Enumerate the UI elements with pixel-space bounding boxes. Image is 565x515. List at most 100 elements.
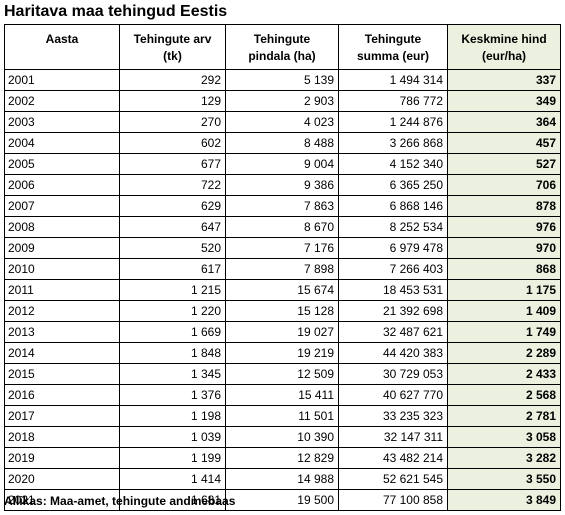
avg-price-cell: 2 568: [447, 384, 561, 406]
year-cell: 2009: [4, 237, 120, 259]
area-cell: 10 390: [225, 426, 339, 448]
year-cell: 2015: [4, 363, 120, 385]
count-cell: 520: [119, 237, 226, 259]
avg-price-cell: 3 282: [447, 447, 561, 469]
count-cell: 1 198: [119, 405, 226, 427]
table-row: 2006 722 9 386 6 365 250 706: [4, 174, 561, 196]
sum-cell: 6 979 478: [338, 237, 448, 259]
area-cell: 2 903: [225, 90, 339, 112]
avg-price-cell: 527: [447, 153, 561, 175]
col-header-area-line2: pindala (ha): [248, 49, 316, 63]
area-cell: 14 988: [225, 468, 339, 490]
year-cell: 2007: [4, 195, 120, 217]
avg-price-cell: 1 175: [447, 279, 561, 301]
count-cell: 722: [119, 174, 226, 196]
year-cell: 2008: [4, 216, 120, 238]
count-cell: 1 414: [119, 468, 226, 490]
table-row: 2013 1 669 19 027 32 487 621 1 749: [4, 321, 561, 343]
count-cell: 1 199: [119, 447, 226, 469]
area-cell: 8 488: [225, 132, 339, 154]
year-cell: 2017: [4, 405, 120, 427]
year-cell: 2005: [4, 153, 120, 175]
col-header-sum: Tehingute summa (eur): [338, 24, 448, 70]
year-cell: 2014: [4, 342, 120, 364]
table-row: 2014 1 848 19 219 44 420 383 2 289: [4, 342, 561, 364]
area-cell: 8 670: [225, 216, 339, 238]
table-row: 2021 1 681 19 500 77 100 858 3 849: [4, 489, 561, 511]
sum-cell: 1 244 876: [338, 111, 448, 133]
table-row: 2005 677 9 004 4 152 340 527: [4, 153, 561, 175]
count-cell: 647: [119, 216, 226, 238]
sum-cell: 7 266 403: [338, 258, 448, 280]
col-header-area-line1: Tehingute: [253, 32, 311, 46]
sum-cell: 52 621 545: [338, 468, 448, 490]
avg-price-cell: 2 289: [447, 342, 561, 364]
count-cell: 617: [119, 258, 226, 280]
avg-price-cell: 1 409: [447, 300, 561, 322]
area-cell: 19 027: [225, 321, 339, 343]
source-note: Allikas: Maa-amet, tehingute andmebaas: [4, 494, 236, 508]
avg-price-cell: 2 781: [447, 405, 561, 427]
area-cell: 19 500: [225, 489, 339, 511]
area-cell: 15 128: [225, 300, 339, 322]
table-body: 2001 292 5 139 1 494 314 337 2002 129 2 903 786 …: [4, 69, 561, 511]
table-row: 2003 270 4 023 1 244 876 364: [4, 111, 561, 133]
count-cell: 1 669: [119, 321, 226, 343]
table-row: 2019 1 199 12 829 43 482 214 3 282: [4, 447, 561, 469]
year-cell: 2013: [4, 321, 120, 343]
area-cell: 12 509: [225, 363, 339, 385]
page-title: Haritava maa tehingud Eestis: [4, 3, 228, 20]
year-cell: 2006: [4, 174, 120, 196]
avg-price-cell: 868: [447, 258, 561, 280]
sum-cell: 3 266 868: [338, 132, 448, 154]
table-row: 2001 292 5 139 1 494 314 337: [4, 69, 561, 91]
area-cell: 12 829: [225, 447, 339, 469]
sum-cell: 32 487 621: [338, 321, 448, 343]
sum-cell: 30 729 053: [338, 363, 448, 385]
area-cell: 4 023: [225, 111, 339, 133]
year-cell: 2020: [4, 468, 120, 490]
sum-cell: 6 365 250: [338, 174, 448, 196]
sum-cell: 40 627 770: [338, 384, 448, 406]
avg-price-cell: 976: [447, 216, 561, 238]
count-cell: 1 848: [119, 342, 226, 364]
avg-price-cell: 3 550: [447, 468, 561, 490]
col-header-area: Tehingute pindala (ha): [225, 24, 339, 70]
avg-price-cell: 706: [447, 174, 561, 196]
table-row: 2016 1 376 15 411 40 627 770 2 568: [4, 384, 561, 406]
year-cell: 2002: [4, 90, 120, 112]
area-cell: 7 176: [225, 237, 339, 259]
count-cell: 129: [119, 90, 226, 112]
sum-cell: 6 868 146: [338, 195, 448, 217]
avg-price-cell: 364: [447, 111, 561, 133]
area-cell: 11 501: [225, 405, 339, 427]
year-cell: 2004: [4, 132, 120, 154]
year-cell: 2018: [4, 426, 120, 448]
col-header-avg-price-line1: Keskmine hind: [461, 32, 547, 46]
col-header-year-line1: Aasta: [45, 32, 79, 46]
table-row: 2008 647 8 670 8 252 534 976: [4, 216, 561, 238]
avg-price-cell: 2 433: [447, 363, 561, 385]
table-row: 2004 602 8 488 3 266 868 457: [4, 132, 561, 154]
area-cell: 9 004: [225, 153, 339, 175]
area-cell: 7 898: [225, 258, 339, 280]
avg-price-cell: 970: [447, 237, 561, 259]
table-row: 2020 1 414 14 988 52 621 545 3 550: [4, 468, 561, 490]
count-cell: 270: [119, 111, 226, 133]
year-cell: 2021: [4, 489, 120, 511]
table-row: 2012 1 220 15 128 21 392 698 1 409: [4, 300, 561, 322]
sum-cell: 8 252 534: [338, 216, 448, 238]
count-cell: 1 376: [119, 384, 226, 406]
col-header-year: Aasta: [4, 24, 120, 70]
sum-cell: 4 152 340: [338, 153, 448, 175]
col-header-count: Tehingute arv (tk): [119, 24, 226, 70]
sum-cell: 44 420 383: [338, 342, 448, 364]
avg-price-cell: 337: [447, 69, 561, 91]
land-transactions-table: Aasta Tehingute arv (tk) Tehingute pinda…: [4, 24, 561, 511]
sum-cell: 33 235 323: [338, 405, 448, 427]
year-cell: 2003: [4, 111, 120, 133]
count-cell: 292: [119, 69, 226, 91]
avg-price-cell: 1 749: [447, 321, 561, 343]
avg-price-cell: 3 849: [447, 489, 561, 511]
area-cell: 7 863: [225, 195, 339, 217]
